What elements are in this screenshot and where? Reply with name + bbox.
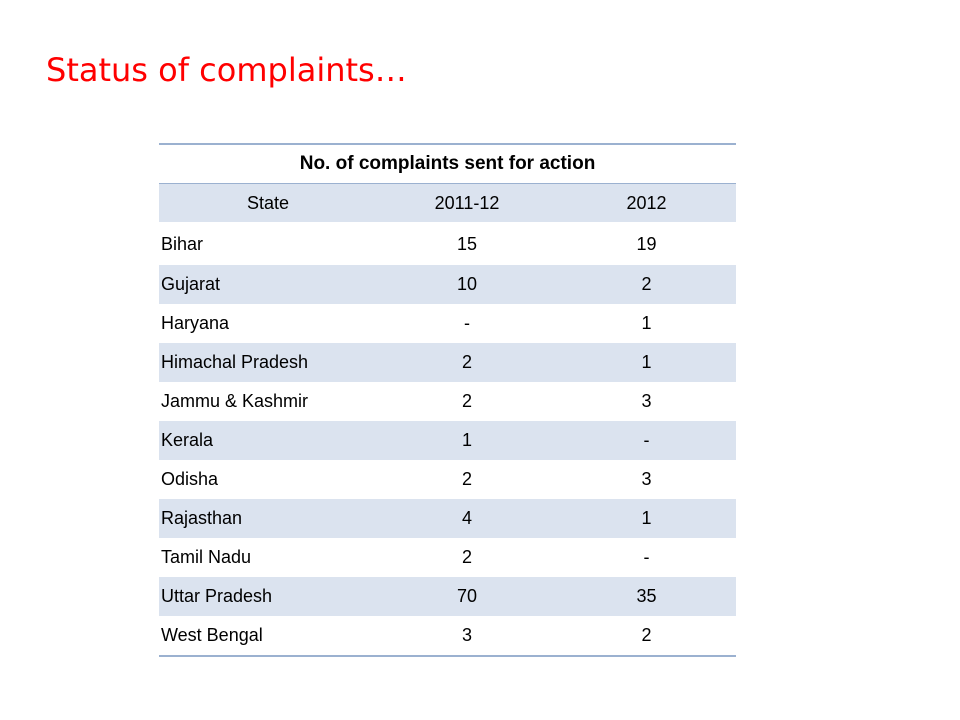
table-row: Rajasthan 4 1 [159,499,737,538]
value-cell-2012: - [557,538,737,577]
value-cell-2012: 35 [557,577,737,616]
table-row: Bihar 15 19 [159,222,737,265]
state-cell: Uttar Pradesh [159,577,377,616]
table-row: Gujarat 10 2 [159,265,737,304]
value-cell-2011-12: 70 [377,577,557,616]
table-row: West Bengal 3 2 [159,616,737,657]
value-cell-2011-12: 2 [377,460,557,499]
value-cell-2012: 1 [557,304,737,343]
value-cell-2012: 1 [557,343,737,382]
column-header-2011-12: 2011-12 [377,183,557,222]
value-cell-2011-12: 2 [377,343,557,382]
state-cell: Rajasthan [159,499,377,538]
complaints-table-container: No. of complaints sent for action State … [159,143,737,657]
state-cell: West Bengal [159,616,377,657]
table-row: Tamil Nadu 2 - [159,538,737,577]
state-cell: Gujarat [159,265,377,304]
state-cell: Kerala [159,421,377,460]
value-cell-2011-12: 3 [377,616,557,657]
state-cell: Odisha [159,460,377,499]
slide-title: Status of complaints… [46,51,407,89]
value-cell-2012: 19 [557,222,737,265]
complaints-table: No. of complaints sent for action State … [159,143,737,657]
table-row: Haryana - 1 [159,304,737,343]
value-cell-2011-12: - [377,304,557,343]
state-cell: Tamil Nadu [159,538,377,577]
table-row: Uttar Pradesh 70 35 [159,577,737,616]
value-cell-2012: 3 [557,382,737,421]
state-cell: Haryana [159,304,377,343]
table-row: Jammu & Kashmir 2 3 [159,382,737,421]
column-header-2012: 2012 [557,183,737,222]
state-cell: Himachal Pradesh [159,343,377,382]
value-cell-2011-12: 4 [377,499,557,538]
table-header-row: State 2011-12 2012 [159,183,737,222]
value-cell-2012: - [557,421,737,460]
value-cell-2011-12: 2 [377,382,557,421]
state-cell: Bihar [159,222,377,265]
state-cell: Jammu & Kashmir [159,382,377,421]
table-row: Himachal Pradesh 2 1 [159,343,737,382]
column-header-state: State [159,183,377,222]
value-cell-2012: 3 [557,460,737,499]
value-cell-2012: 2 [557,616,737,657]
table-row: Odisha 2 3 [159,460,737,499]
value-cell-2011-12: 15 [377,222,557,265]
value-cell-2012: 2 [557,265,737,304]
table-caption-row: No. of complaints sent for action [159,143,737,184]
table-caption: No. of complaints sent for action [159,143,737,184]
value-cell-2011-12: 10 [377,265,557,304]
value-cell-2011-12: 2 [377,538,557,577]
value-cell-2012: 1 [557,499,737,538]
table-row: Kerala 1 - [159,421,737,460]
value-cell-2011-12: 1 [377,421,557,460]
